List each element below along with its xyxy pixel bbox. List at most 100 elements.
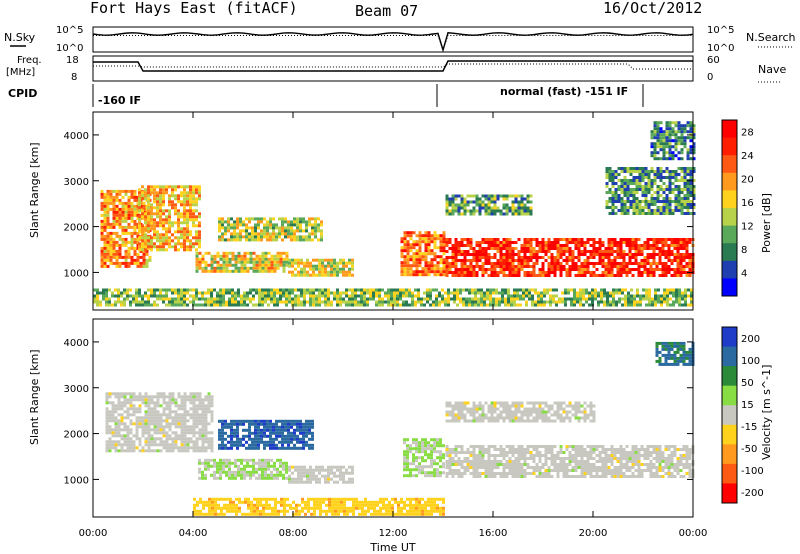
power-cell: [297, 270, 300, 274]
velocity-cell: [258, 464, 261, 468]
power-cell: [421, 234, 425, 238]
power-cell: [532, 250, 536, 253]
power-cell: [418, 258, 422, 262]
power-cell: [664, 253, 668, 256]
power-cell: [436, 270, 440, 274]
velocity-cell: [224, 443, 227, 447]
power-cell: [106, 204, 110, 208]
power-cell: [483, 300, 486, 304]
power-cell: [141, 230, 144, 234]
power-cell: [498, 291, 501, 295]
power-cell: [183, 218, 186, 222]
power-cell: [213, 266, 217, 270]
power-cell: [243, 297, 246, 301]
power-cell: [273, 254, 277, 258]
power-cell: [180, 191, 183, 195]
power-cell: [502, 256, 506, 259]
power-cell: [529, 238, 533, 241]
power-cell: [171, 206, 174, 210]
power-cell: [162, 218, 165, 222]
power-cell: [598, 253, 602, 256]
power-cell: [315, 300, 318, 304]
power-cell: [100, 237, 104, 241]
power-cell: [662, 139, 666, 143]
power-cell: [465, 303, 468, 307]
power-cell: [535, 256, 539, 259]
power-cell: [451, 209, 455, 213]
power-cell: [288, 300, 291, 304]
velocity-cell: [254, 425, 257, 429]
power-cell: [605, 185, 609, 188]
power-cell: [639, 303, 642, 307]
velocity-cell: [275, 422, 278, 426]
velocity-cell: [204, 440, 208, 444]
power-cell: [598, 247, 602, 250]
power-cell: [162, 212, 165, 216]
power-cell: [317, 238, 320, 242]
power-cell: [269, 232, 272, 236]
power-cell: [544, 259, 548, 262]
power-cell: [133, 228, 137, 232]
power-colorbar-swatch: [722, 225, 737, 244]
power-cell: [460, 200, 464, 204]
power-cell: [399, 297, 402, 301]
power-cell: [663, 288, 666, 292]
power-cell: [508, 241, 512, 244]
power-cell: [649, 238, 653, 241]
velocity-cell: [135, 410, 139, 414]
power-cell: [614, 194, 618, 197]
power-cell: [111, 303, 114, 307]
power-cell: [245, 226, 248, 230]
velocity-cell: [230, 419, 233, 423]
velocity-cell: [284, 437, 287, 441]
power-cell: [677, 124, 681, 128]
power-cell: [195, 191, 198, 195]
power-cell: [237, 257, 241, 261]
power-cell: [278, 229, 281, 233]
power-cell: [264, 257, 268, 261]
power-cell: [162, 194, 165, 198]
power-cell: [141, 224, 144, 228]
power-cell: [600, 288, 603, 292]
velocity-cell: [308, 431, 311, 435]
velocity-cell: [120, 392, 124, 396]
power-cell: [668, 206, 672, 209]
velocity-cell: [339, 477, 342, 481]
power-cell: [646, 244, 650, 247]
power-cell: [683, 206, 687, 209]
power-cell: [490, 200, 494, 204]
freq-panel-frame: [92, 55, 694, 82]
power-cell: [687, 294, 690, 298]
power-cell: [285, 257, 289, 261]
velocity-cell: [282, 467, 285, 471]
power-cell: [689, 139, 693, 143]
power-cell: [646, 238, 650, 241]
power-cell: [511, 241, 515, 244]
power-cell: [290, 220, 293, 224]
power-cell: [276, 300, 279, 304]
power-cell: [643, 247, 647, 250]
power-cell: [103, 237, 107, 241]
power-cell: [501, 297, 504, 301]
power-cell: [603, 294, 606, 298]
power-cell: [354, 300, 357, 304]
velocity-cell: [254, 434, 257, 438]
power-cell: [294, 273, 297, 277]
velocity-cell: [285, 467, 288, 471]
power-cell: [680, 203, 684, 206]
power-cell: [514, 265, 518, 268]
velocity-cell: [305, 419, 308, 423]
power-cell: [632, 182, 636, 185]
power-cell: [130, 261, 134, 265]
velocity-cell: [263, 440, 266, 444]
power-cell: [585, 300, 588, 304]
power-cell: [460, 250, 464, 253]
power-cell: [418, 270, 422, 274]
power-cell: [659, 121, 663, 125]
power-cell: [448, 256, 452, 259]
power-cell: [628, 271, 632, 274]
velocity-cell: [269, 443, 272, 447]
power-cell: [662, 133, 666, 137]
power-cell: [601, 271, 605, 274]
velocity-cell: [302, 431, 305, 435]
